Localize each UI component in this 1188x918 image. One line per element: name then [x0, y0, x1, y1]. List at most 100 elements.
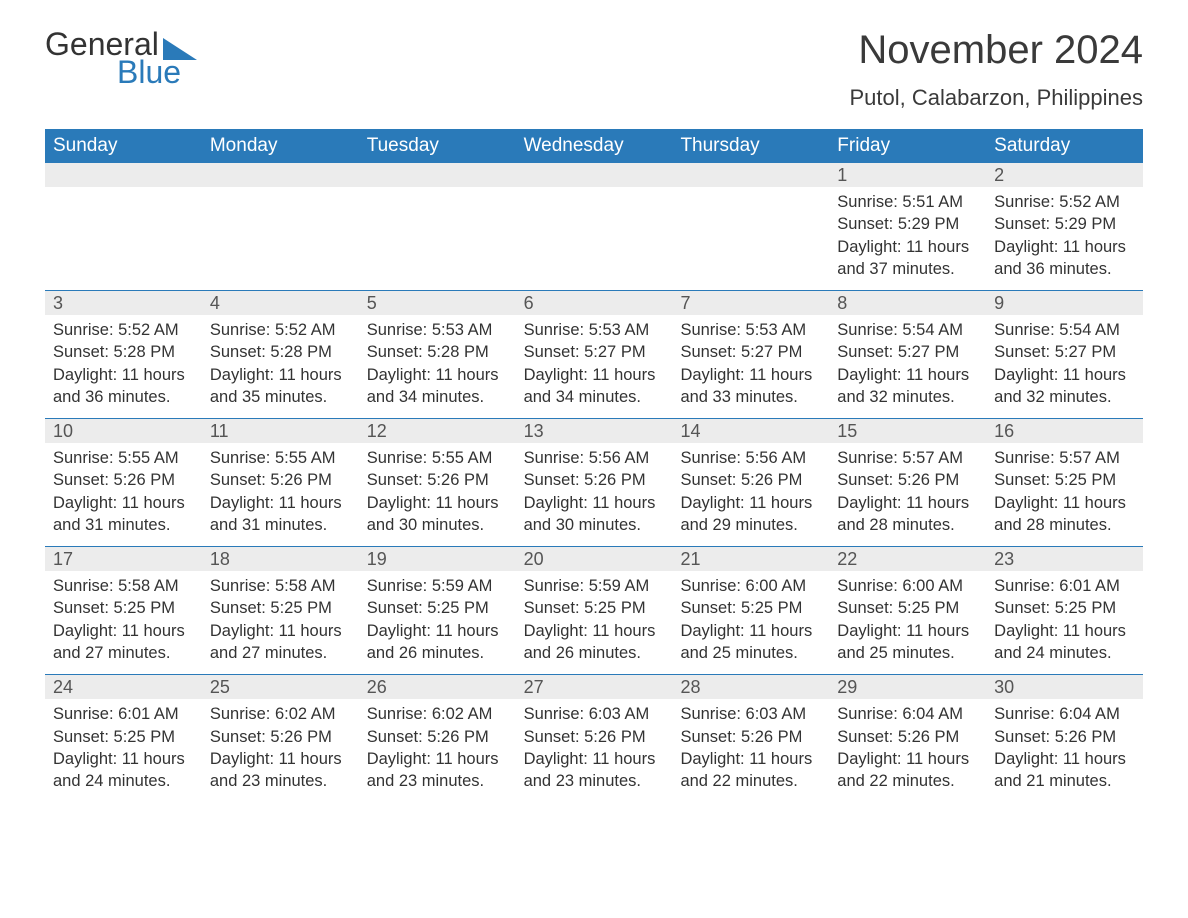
day-cell: 20Sunrise: 5:59 AMSunset: 5:25 PMDayligh… — [516, 547, 673, 674]
sunset: Sunset: 5:29 PM — [837, 213, 978, 235]
sunset: Sunset: 5:25 PM — [994, 597, 1135, 619]
day-number: 12 — [359, 419, 516, 443]
day-details: Sunrise: 5:55 AMSunset: 5:26 PMDaylight:… — [359, 443, 516, 536]
daylight: Daylight: 11 hours and 36 minutes. — [53, 364, 194, 409]
sunset: Sunset: 5:25 PM — [680, 597, 821, 619]
day-number — [45, 163, 202, 187]
day-cell: 19Sunrise: 5:59 AMSunset: 5:25 PMDayligh… — [359, 547, 516, 674]
daylight: Daylight: 11 hours and 24 minutes. — [53, 748, 194, 793]
day-number: 5 — [359, 291, 516, 315]
day-number: 13 — [516, 419, 673, 443]
daylight: Daylight: 11 hours and 26 minutes. — [524, 620, 665, 665]
day-details: Sunrise: 5:54 AMSunset: 5:27 PMDaylight:… — [986, 315, 1143, 408]
day-cell: 14Sunrise: 5:56 AMSunset: 5:26 PMDayligh… — [672, 419, 829, 546]
day-number: 25 — [202, 675, 359, 699]
day-cell: 16Sunrise: 5:57 AMSunset: 5:25 PMDayligh… — [986, 419, 1143, 546]
sunrise: Sunrise: 6:01 AM — [53, 703, 194, 725]
logo-word-blue: Blue — [117, 56, 197, 88]
day-number: 17 — [45, 547, 202, 571]
day-details: Sunrise: 5:55 AMSunset: 5:26 PMDaylight:… — [45, 443, 202, 536]
day-details: Sunrise: 5:57 AMSunset: 5:26 PMDaylight:… — [829, 443, 986, 536]
sunrise: Sunrise: 6:03 AM — [680, 703, 821, 725]
day-details: Sunrise: 6:04 AMSunset: 5:26 PMDaylight:… — [829, 699, 986, 792]
day-number: 15 — [829, 419, 986, 443]
day-cell: 8Sunrise: 5:54 AMSunset: 5:27 PMDaylight… — [829, 291, 986, 418]
month-title: November 2024 — [849, 28, 1143, 73]
day-details: Sunrise: 5:54 AMSunset: 5:27 PMDaylight:… — [829, 315, 986, 408]
daylight: Daylight: 11 hours and 24 minutes. — [994, 620, 1135, 665]
day-number: 30 — [986, 675, 1143, 699]
sunrise: Sunrise: 5:54 AM — [994, 319, 1135, 341]
title-block: November 2024 Putol, Calabarzon, Philipp… — [849, 28, 1143, 111]
day-of-week: Thursday — [672, 129, 829, 163]
day-cell: 9Sunrise: 5:54 AMSunset: 5:27 PMDaylight… — [986, 291, 1143, 418]
day-details: Sunrise: 5:51 AMSunset: 5:29 PMDaylight:… — [829, 187, 986, 280]
sunrise: Sunrise: 5:56 AM — [680, 447, 821, 469]
day-number: 16 — [986, 419, 1143, 443]
day-cell: 30Sunrise: 6:04 AMSunset: 5:26 PMDayligh… — [986, 675, 1143, 802]
day-details: Sunrise: 6:01 AMSunset: 5:25 PMDaylight:… — [45, 699, 202, 792]
sunrise: Sunrise: 5:55 AM — [53, 447, 194, 469]
day-details: Sunrise: 6:04 AMSunset: 5:26 PMDaylight:… — [986, 699, 1143, 792]
day-details: Sunrise: 6:02 AMSunset: 5:26 PMDaylight:… — [202, 699, 359, 792]
day-number: 3 — [45, 291, 202, 315]
day-number: 26 — [359, 675, 516, 699]
day-details: Sunrise: 5:53 AMSunset: 5:27 PMDaylight:… — [672, 315, 829, 408]
sunset: Sunset: 5:25 PM — [210, 597, 351, 619]
sunset: Sunset: 5:26 PM — [524, 469, 665, 491]
day-number: 28 — [672, 675, 829, 699]
day-number: 19 — [359, 547, 516, 571]
day-details: Sunrise: 6:02 AMSunset: 5:26 PMDaylight:… — [359, 699, 516, 792]
sunrise: Sunrise: 5:52 AM — [994, 191, 1135, 213]
day-number — [202, 163, 359, 187]
day-details: Sunrise: 6:00 AMSunset: 5:25 PMDaylight:… — [829, 571, 986, 664]
sunset: Sunset: 5:26 PM — [367, 726, 508, 748]
day-of-week: Wednesday — [516, 129, 673, 163]
sunset: Sunset: 5:26 PM — [210, 469, 351, 491]
day-details: Sunrise: 5:52 AMSunset: 5:28 PMDaylight:… — [45, 315, 202, 408]
sunrise: Sunrise: 6:02 AM — [210, 703, 351, 725]
sunrise: Sunrise: 5:57 AM — [837, 447, 978, 469]
sunrise: Sunrise: 5:56 AM — [524, 447, 665, 469]
sunrise: Sunrise: 5:53 AM — [680, 319, 821, 341]
daylight: Daylight: 11 hours and 27 minutes. — [53, 620, 194, 665]
daylight: Daylight: 11 hours and 31 minutes. — [53, 492, 194, 537]
day-of-week: Saturday — [986, 129, 1143, 163]
day-details: Sunrise: 5:52 AMSunset: 5:28 PMDaylight:… — [202, 315, 359, 408]
day-cell: 27Sunrise: 6:03 AMSunset: 5:26 PMDayligh… — [516, 675, 673, 802]
sunset: Sunset: 5:26 PM — [524, 726, 665, 748]
day-cell: 29Sunrise: 6:04 AMSunset: 5:26 PMDayligh… — [829, 675, 986, 802]
day-details: Sunrise: 6:00 AMSunset: 5:25 PMDaylight:… — [672, 571, 829, 664]
day-number — [672, 163, 829, 187]
day-number: 20 — [516, 547, 673, 571]
daylight: Daylight: 11 hours and 23 minutes. — [524, 748, 665, 793]
sunrise: Sunrise: 5:55 AM — [210, 447, 351, 469]
day-details: Sunrise: 5:59 AMSunset: 5:25 PMDaylight:… — [516, 571, 673, 664]
day-number: 10 — [45, 419, 202, 443]
sunset: Sunset: 5:26 PM — [994, 726, 1135, 748]
sunset: Sunset: 5:25 PM — [53, 597, 194, 619]
sunrise: Sunrise: 5:59 AM — [524, 575, 665, 597]
day-details: Sunrise: 5:53 AMSunset: 5:28 PMDaylight:… — [359, 315, 516, 408]
sunset: Sunset: 5:27 PM — [994, 341, 1135, 363]
day-details: Sunrise: 5:52 AMSunset: 5:29 PMDaylight:… — [986, 187, 1143, 280]
calendar: SundayMondayTuesdayWednesdayThursdayFrid… — [45, 129, 1143, 802]
sunset: Sunset: 5:25 PM — [524, 597, 665, 619]
daylight: Daylight: 11 hours and 34 minutes. — [524, 364, 665, 409]
day-cell: 4Sunrise: 5:52 AMSunset: 5:28 PMDaylight… — [202, 291, 359, 418]
day-cell: 15Sunrise: 5:57 AMSunset: 5:26 PMDayligh… — [829, 419, 986, 546]
location: Putol, Calabarzon, Philippines — [849, 85, 1143, 111]
daylight: Daylight: 11 hours and 27 minutes. — [210, 620, 351, 665]
sunset: Sunset: 5:28 PM — [367, 341, 508, 363]
sunset: Sunset: 5:26 PM — [680, 469, 821, 491]
day-cell: 2Sunrise: 5:52 AMSunset: 5:29 PMDaylight… — [986, 163, 1143, 290]
daylight: Daylight: 11 hours and 25 minutes. — [837, 620, 978, 665]
daylight: Daylight: 11 hours and 32 minutes. — [837, 364, 978, 409]
sunset: Sunset: 5:26 PM — [210, 726, 351, 748]
sunset: Sunset: 5:25 PM — [837, 597, 978, 619]
day-details: Sunrise: 6:01 AMSunset: 5:25 PMDaylight:… — [986, 571, 1143, 664]
week-row: 3Sunrise: 5:52 AMSunset: 5:28 PMDaylight… — [45, 290, 1143, 418]
page: General Blue November 2024 Putol, Calaba… — [0, 0, 1188, 842]
daylight: Daylight: 11 hours and 31 minutes. — [210, 492, 351, 537]
sunrise: Sunrise: 6:04 AM — [994, 703, 1135, 725]
